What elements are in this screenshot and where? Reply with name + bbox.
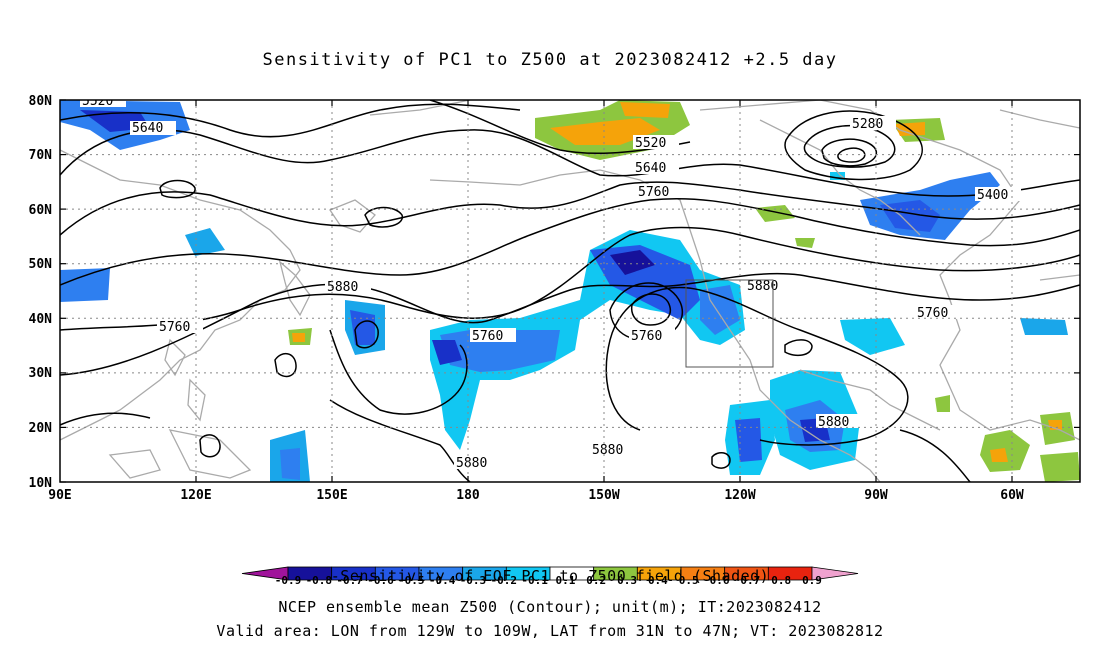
contour-label: 5760 (159, 320, 190, 335)
colorbar-tick-label: 0.2 (586, 574, 606, 587)
caption-valid-area: Valid area: LON from 129W to 109W, LAT f… (216, 622, 884, 640)
colorbar-tick-label: 0.8 (771, 574, 791, 587)
tick-marks (60, 99, 1080, 483)
contour-label: 5400 (977, 188, 1008, 203)
colorbar-tick-label: 0.9 (802, 574, 822, 587)
colorbar-tick-label: -0.4 (429, 574, 456, 587)
contour-label: 5640 (635, 161, 666, 176)
valid-area-box (685, 279, 774, 368)
lat-label: 40N (29, 312, 53, 327)
colorbar-tick-label: -0.2 (491, 574, 518, 587)
colorbar-tick-label: 0.3 (617, 574, 637, 587)
colorbar-tick-label: -0.5 (398, 574, 425, 587)
contour-label: 5760 (638, 185, 669, 200)
colorbar-tick-label: -0.3 (460, 574, 487, 587)
contour-label: 5880 (327, 280, 358, 295)
lon-label: 150E (316, 488, 347, 500)
contour-label: 5640 (132, 121, 163, 136)
shaded-sensitivity (60, 100, 1080, 482)
lat-label: 60N (29, 203, 53, 218)
gridlines (60, 100, 1080, 482)
lat-label: 50N (29, 257, 53, 272)
lon-label: 120E (180, 488, 211, 500)
contour-label: 5760 (917, 306, 948, 321)
caption-contour: NCEP ensemble mean Z500 (Contour); unit(… (278, 598, 822, 616)
caption-shaded: -Sensitivity of EOF PC1 to Z500 field (S… (330, 567, 770, 585)
lon-label: 180 (456, 488, 480, 500)
lon-label: 60W (1000, 488, 1024, 500)
contour-label: 5520 (82, 94, 113, 109)
colorbar-tick-label: -0.9 (275, 574, 302, 587)
colorbar-tick-label: 0.1 (555, 574, 575, 587)
colorbar-tick-label: 0.4 (648, 574, 668, 587)
lon-labels: 90E 120E 150E 180 150W 120W 90W 60W (48, 488, 1024, 500)
coastlines (60, 100, 1080, 482)
contour-label: 5880 (456, 456, 487, 471)
colorbar-tick-label: -0.7 (336, 574, 363, 587)
colorbar-tick-label: 0.7 (740, 574, 760, 587)
colorbar: -0.9 -0.8 -0.7 -0.6 -0.5 -0.4 -0.3 -0.2 -0.1 0.1 0… (241, 566, 859, 587)
contour-label: 5520 (635, 136, 666, 151)
contour-labels: 5520 5640 5280 5400 5520 5640 5760 5880 … (80, 94, 1021, 471)
contour-label: 5880 (818, 415, 849, 430)
colorbar-tick-label: -0.8 (306, 574, 333, 587)
lat-label: 20N (29, 421, 53, 436)
contour-label: 5880 (592, 443, 623, 458)
colorbar-tick-label: 0.5 (679, 574, 699, 587)
lon-label: 90E (48, 488, 71, 500)
sensitivity-map: 5520 5640 5280 5400 5520 5640 5760 5880 … (29, 94, 1081, 500)
lat-label: 30N (29, 366, 53, 381)
map-title: Sensitivity of PC1 to Z500 at 2023082412… (262, 50, 838, 70)
contour-label: 5760 (472, 329, 503, 344)
lat-label: 70N (29, 148, 53, 163)
map-frame (59, 99, 1081, 483)
contour-label: 5280 (852, 117, 883, 132)
lon-label: 120W (724, 488, 755, 500)
contour-label: 5760 (631, 329, 662, 344)
lon-label: 90W (864, 488, 888, 500)
colorbar-cell (811, 566, 859, 581)
contour-label: 5880 (747, 279, 778, 294)
lat-label: 80N (29, 94, 53, 109)
z500-contours (60, 100, 1080, 482)
colorbar-tick-label: -0.6 (367, 574, 394, 587)
lat-label: 10N (29, 476, 53, 491)
colorbar-tick-label: 0.6 (710, 574, 730, 587)
lon-label: 150W (588, 488, 619, 500)
lat-labels: 80N 70N 60N 50N 40N 30N 20N 10N (29, 94, 53, 491)
colorbar-tick-label: -0.1 (521, 574, 548, 587)
